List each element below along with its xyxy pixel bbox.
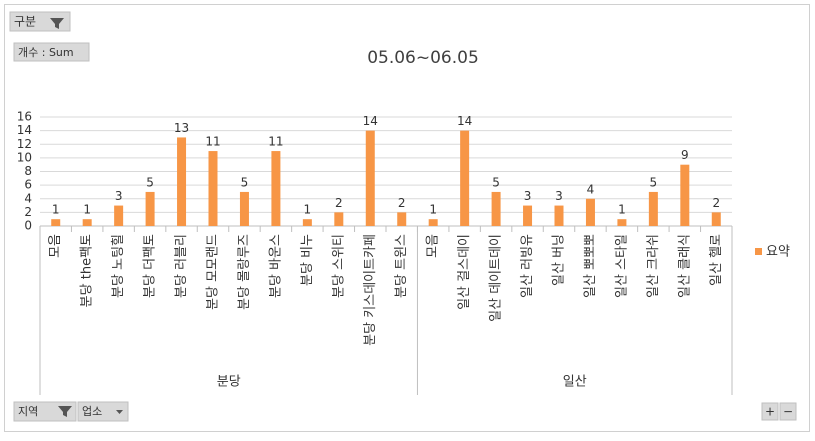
data-label: 2 (335, 196, 343, 210)
data-label: 1 (83, 203, 91, 217)
collapse-button[interactable]: − (779, 402, 797, 421)
bar (145, 191, 155, 226)
x-tick-label: 분당 키스데이트카페 (363, 234, 378, 346)
data-label: 5 (492, 175, 500, 189)
x-tick-label: 일산 데이트데이 (489, 234, 504, 322)
data-label: 3 (524, 189, 532, 203)
button-label: 업소 (82, 405, 102, 418)
row-field-button[interactable]: 구분 (9, 11, 71, 32)
data-label: 2 (398, 196, 406, 210)
data-label: 5 (146, 175, 154, 189)
axis-field-button[interactable]: 업소 (77, 401, 129, 422)
bar (617, 219, 627, 226)
legend-swatch (755, 248, 762, 255)
y-tick-label: 6 (24, 178, 32, 192)
bar (523, 205, 533, 226)
y-tick-label: 16 (17, 110, 32, 124)
data-label: 11 (268, 135, 283, 149)
bar (648, 191, 658, 226)
bar (460, 130, 470, 226)
filter-icon (50, 18, 64, 29)
x-tick-label: 일산 헬로 (709, 234, 724, 286)
x-tick-label: 분당 트윈스 (394, 234, 409, 298)
data-label: 3 (555, 189, 563, 203)
data-label: 1 (618, 203, 626, 217)
bar (680, 164, 690, 226)
group-label: 분당 (217, 375, 241, 390)
bar (302, 219, 312, 226)
bar (114, 205, 124, 226)
button-label: 지역 (18, 405, 38, 418)
x-tick-label: 분당 노팅힐 (111, 234, 126, 298)
y-tick-label: 2 (24, 205, 32, 219)
button-label: − (783, 405, 793, 419)
bar (82, 219, 92, 226)
axis-field-button[interactable]: 지역 (13, 401, 77, 422)
x-tick-label: 일산 걸스데이 (457, 234, 472, 310)
bar (365, 130, 375, 226)
bar (239, 191, 249, 226)
x-tick-label: 모음 (48, 234, 63, 258)
bar (177, 137, 187, 226)
x-tick-label: 분당 모모랜드 (206, 234, 221, 310)
button-label: 구분 (14, 15, 36, 29)
bar (271, 151, 281, 226)
x-tick-label: 분당 the팩토 (80, 234, 95, 307)
y-tick-label: 14 (17, 123, 32, 137)
data-label: 9 (681, 148, 689, 162)
x-tick-label: 일산 뽀뽀뽀 (583, 234, 598, 298)
y-tick-label: 4 (24, 191, 32, 205)
legend-label: 요약 (766, 245, 790, 260)
chart-title: 05.06~06.05 (367, 48, 479, 68)
button-label: 개수 : Sum (18, 46, 74, 59)
x-tick-label: 분당 러블리 (174, 234, 189, 298)
data-label: 4 (587, 182, 595, 196)
x-tick-label: 일산 크라쉬 (646, 234, 661, 298)
filter-icon (58, 406, 72, 417)
x-tick-label: 일산 스타일 (614, 234, 629, 298)
y-tick-label: 8 (24, 164, 32, 178)
group-label: 일산 (563, 375, 587, 390)
x-tick-label: 분당 몰랑루즈 (237, 234, 252, 310)
bar (397, 212, 407, 226)
x-tick-label: 분당 바운스 (268, 234, 283, 298)
data-label: 14 (363, 114, 378, 128)
button-label: + (765, 405, 775, 419)
value-field-button[interactable]: 개수 : Sum (13, 42, 90, 62)
x-tick-label: 일산 버닝 (552, 234, 567, 286)
x-tick-label: 일산 클래식 (677, 234, 692, 298)
data-label: 5 (650, 175, 658, 189)
data-label: 5 (241, 175, 249, 189)
y-tick-label: 0 (24, 219, 32, 233)
bar (51, 219, 61, 226)
data-label: 1 (429, 203, 437, 217)
bar (554, 205, 564, 226)
x-tick-label: 분당 스위티 (331, 234, 346, 298)
y-tick-label: 10 (17, 150, 32, 164)
chart-border (4, 4, 810, 432)
y-tick-label: 12 (17, 137, 32, 151)
data-label: 13 (174, 121, 189, 135)
x-tick-label: 일산 러빙유 (520, 234, 535, 298)
bar (208, 151, 218, 226)
x-tick-label: 모음 (426, 234, 441, 258)
data-label: 14 (457, 114, 472, 128)
data-label: 11 (205, 135, 220, 149)
expand-button[interactable]: + (761, 402, 779, 421)
data-label: 3 (115, 189, 123, 203)
bar (428, 219, 438, 226)
bar (585, 198, 595, 226)
bar (491, 191, 501, 226)
dropdown-icon (116, 410, 123, 414)
x-tick-label: 분당 비누 (300, 234, 315, 286)
data-label: 1 (304, 203, 312, 217)
bar (334, 212, 344, 226)
x-tick-label: 분당 더팩토 (143, 234, 158, 298)
data-label: 2 (712, 196, 720, 210)
data-label: 1 (52, 203, 60, 217)
bar (711, 212, 721, 226)
